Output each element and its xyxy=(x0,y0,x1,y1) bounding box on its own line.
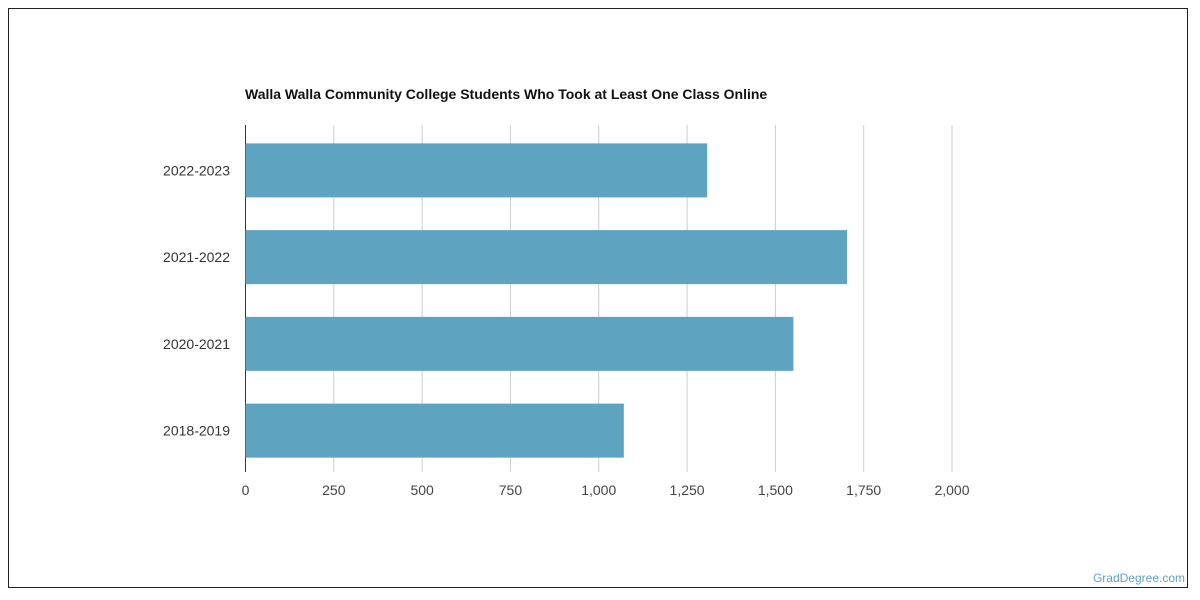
bar xyxy=(245,230,848,285)
x-tick-label: 0 xyxy=(242,482,250,498)
x-tick-label: 1,500 xyxy=(758,482,793,498)
y-category-label: 2022-2023 xyxy=(163,162,230,178)
x-tick-label: 1,250 xyxy=(670,482,705,498)
x-tick-label: 1,750 xyxy=(846,482,881,498)
x-tick-label: 250 xyxy=(322,482,346,498)
y-category-label: 2020-2021 xyxy=(163,336,230,352)
y-category-label: 2021-2022 xyxy=(163,249,230,265)
bar xyxy=(245,316,794,371)
chart-frame xyxy=(8,8,1188,588)
chart-title: Walla Walla Community College Students W… xyxy=(245,86,768,102)
x-tick-label: 2,000 xyxy=(934,482,969,498)
bar xyxy=(245,143,708,198)
x-tick-label: 1,000 xyxy=(581,482,616,498)
x-tick-label: 750 xyxy=(499,482,523,498)
credit-link[interactable]: GradDegree.com xyxy=(1092,571,1185,585)
x-tick-label: 500 xyxy=(410,482,434,498)
bar xyxy=(245,403,624,458)
y-category-label: 2018-2019 xyxy=(163,423,230,439)
